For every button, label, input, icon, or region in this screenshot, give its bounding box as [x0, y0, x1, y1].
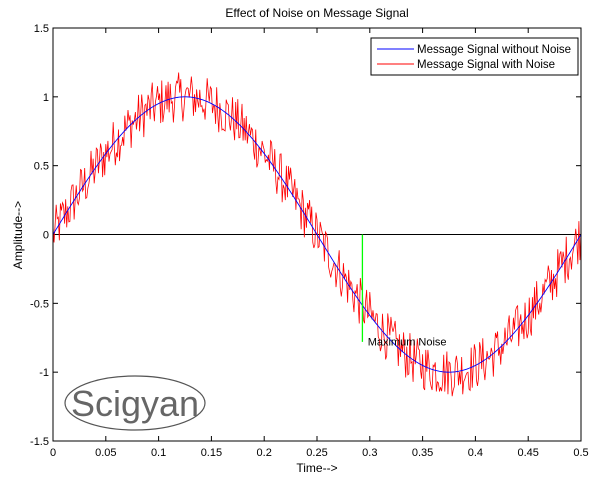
x-tick-label: 0.25	[306, 447, 327, 459]
legend-label-noisy: Message Signal with Noise	[417, 59, 555, 71]
y-tick-label: -1	[39, 367, 49, 379]
watermark-logo: Scigyan	[64, 375, 206, 431]
x-tick-label: 0.4	[468, 447, 483, 459]
legend: Message Signal without Noise Message Sig…	[370, 37, 579, 76]
x-tick-label: 0.45	[517, 447, 538, 459]
x-tick-label: 0	[50, 447, 56, 459]
axes-box	[52, 27, 582, 442]
y-tick-label: 1.5	[34, 23, 49, 35]
chart-title: Effect of Noise on Message Signal	[225, 6, 408, 20]
watermark-text: Scigyan	[71, 383, 199, 424]
series-line-clean	[52, 96, 582, 373]
legend-box	[370, 37, 579, 76]
x-tick-label: 0.05	[95, 447, 116, 459]
y-tick-label: 0.5	[34, 161, 49, 173]
watermark-ellipse	[64, 375, 206, 431]
x-axis-label: Time-->	[296, 461, 337, 475]
plot-area	[52, 72, 582, 397]
y-tick-label: 1	[43, 92, 49, 104]
x-tick-label: 0.2	[257, 447, 272, 459]
series-line-noisy	[52, 72, 582, 397]
axis-ticks: 0 0.05 0.1 0.15 0.2 0.25 0.3 0.35 0.4 0.45 0.5 -1.5…	[30, 23, 589, 459]
x-tick-label: 0.5	[573, 447, 588, 459]
y-tick-label: 0	[43, 230, 49, 242]
legend-label-clean: Message Signal without Noise	[417, 44, 571, 56]
x-tick-label: 0.1	[151, 447, 166, 459]
y-tick-label: -0.5	[30, 298, 49, 310]
x-tick-label: 0.3	[362, 447, 377, 459]
annotation-maximum-noise: Maximum Noise	[368, 337, 447, 349]
x-tick-label: 0.35	[412, 447, 433, 459]
y-tick-label: -1.5	[30, 436, 49, 448]
y-axis-label: Amplitude-->	[11, 201, 25, 269]
x-tick-label: 0.15	[201, 447, 222, 459]
